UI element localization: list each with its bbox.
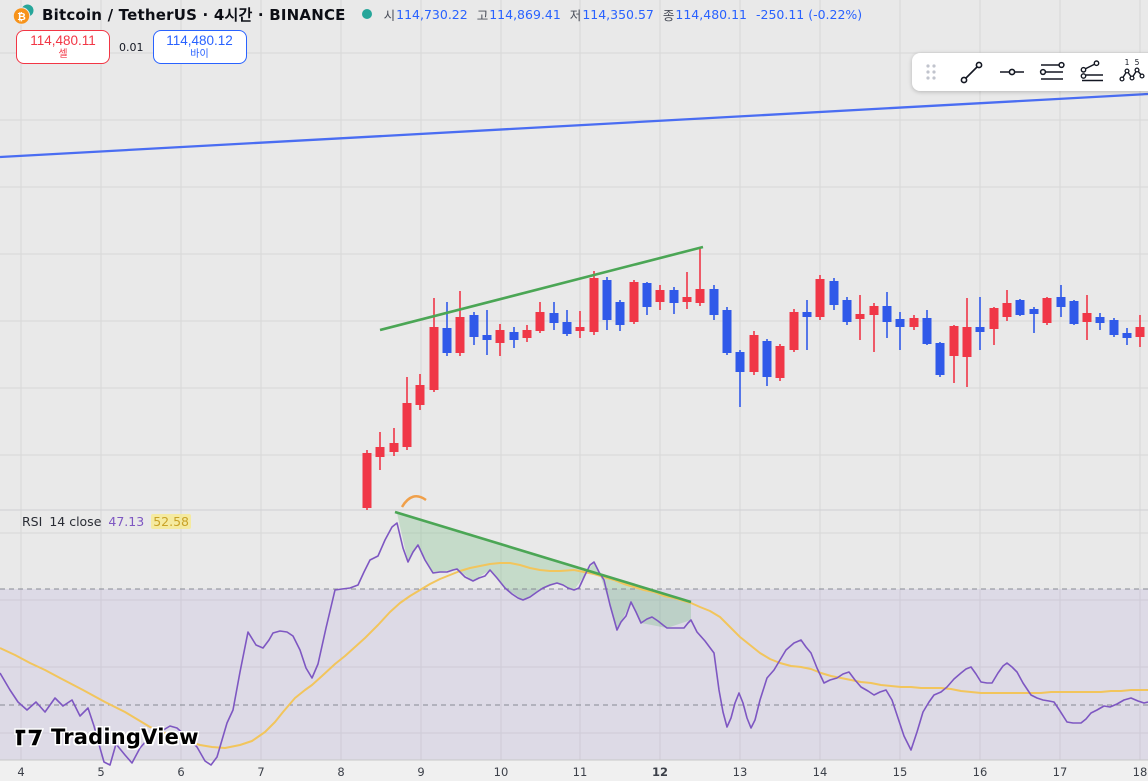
- rsi-divergence-fill: [397, 513, 691, 630]
- time-axis[interactable]: [0, 760, 1148, 781]
- parallel-channel-icon[interactable]: [1078, 58, 1106, 86]
- tradingview-watermark[interactable]: TradingView: [14, 725, 199, 749]
- rsi-ma-value: 52.58: [151, 514, 191, 529]
- time-axis-label: 15: [893, 765, 908, 779]
- drawing-toolbar: 15A: [912, 53, 1148, 91]
- ohlc-label: 저: [569, 7, 582, 23]
- trend-line-icon[interactable]: [958, 58, 986, 86]
- buy-sell-panel: 114,480.11 셀 0.01 114,480.12 바이: [16, 30, 247, 64]
- buy-price: 114,480.12: [166, 33, 233, 49]
- ohlc-value: 114,350.57: [582, 6, 654, 22]
- time-axis-labels[interactable]: 4 5 6 7 8 9 10 11 12 13 14 15 16 17 18: [17, 765, 1147, 779]
- tradingview-logo-icon: [14, 728, 44, 747]
- spread-value: 0.01: [119, 40, 144, 54]
- time-axis-label: 5: [97, 765, 104, 779]
- chart-header: ₿ Bitcoin / TetherUS · 4시간 · BINANCE 시 11…: [0, 0, 1148, 28]
- rsi-line: [0, 522, 1148, 766]
- green-trendline-price[interactable]: [379, 245, 704, 332]
- price-change: -250.11 (-0.22%): [755, 6, 863, 22]
- svg-text:5: 5: [1135, 58, 1140, 67]
- ohlc-label: 시: [383, 7, 396, 23]
- time-axis-label: 8: [337, 765, 344, 779]
- green-trendline-rsi[interactable]: [394, 510, 692, 604]
- rsi-ma-line: [0, 562, 1148, 749]
- ohlc-label: 고: [476, 7, 489, 23]
- time-axis-label: 4: [17, 765, 24, 779]
- time-axis-label: 14: [813, 765, 828, 779]
- ohlc-value: 114,869.41: [489, 6, 561, 22]
- sell-label: 셀: [58, 49, 68, 60]
- time-axis-label: 12: [652, 765, 668, 779]
- rsi-band: [0, 589, 1148, 760]
- buy-button[interactable]: 114,480.12 바이: [152, 30, 247, 64]
- time-axis-label: 13: [733, 765, 748, 779]
- fib-retracement-icon[interactable]: [1038, 58, 1066, 86]
- ohlc-values: 시 114,730.22 고 114,869.41 저 114,350.57 종 114,48…: [384, 5, 756, 24]
- ohlc-value: 114,730.22: [396, 6, 468, 22]
- ohlc-value: 114,480.11: [675, 6, 747, 22]
- rsi-legend[interactable]: RSI 14 close 47.13 52.58: [22, 514, 191, 529]
- market-status-icon[interactable]: [361, 9, 372, 19]
- rsi-value: 47.13: [108, 514, 145, 529]
- sell-price: 114,480.11: [30, 33, 96, 49]
- rsi-params: 14 close: [49, 514, 102, 529]
- buy-label: 바이: [190, 49, 209, 60]
- svg-text:1: 1: [1125, 58, 1130, 67]
- symbol-logo-icon: ₿: [12, 3, 36, 27]
- blue-trendline[interactable]: [0, 92, 1148, 159]
- time-axis-label: 10: [494, 765, 509, 779]
- watermark-text: TradingView: [51, 725, 199, 749]
- rsi-name: RSI: [22, 514, 43, 529]
- svg-text:₿: ₿: [17, 10, 26, 22]
- time-axis-label: 18: [1133, 765, 1148, 779]
- ohlc-label: 종: [662, 7, 675, 23]
- time-axis-label: 17: [1053, 765, 1068, 779]
- time-axis-label: 11: [573, 765, 588, 779]
- time-axis-label: 6: [177, 765, 184, 779]
- grid: [0, 0, 1148, 760]
- time-axis-label: 7: [257, 765, 264, 779]
- sell-button[interactable]: 114,480.11 셀: [16, 30, 110, 64]
- time-axis-label: 9: [417, 765, 424, 779]
- symbol-title[interactable]: Bitcoin / TetherUS · 4시간 · BINANCE: [42, 5, 346, 24]
- candles[interactable]: [362, 247, 1145, 510]
- horizontal-line-icon[interactable]: [998, 58, 1026, 86]
- drag-handle-icon[interactable]: [918, 58, 946, 86]
- time-axis-label: 16: [973, 765, 988, 779]
- orange-arc-drawing[interactable]: [400, 495, 427, 508]
